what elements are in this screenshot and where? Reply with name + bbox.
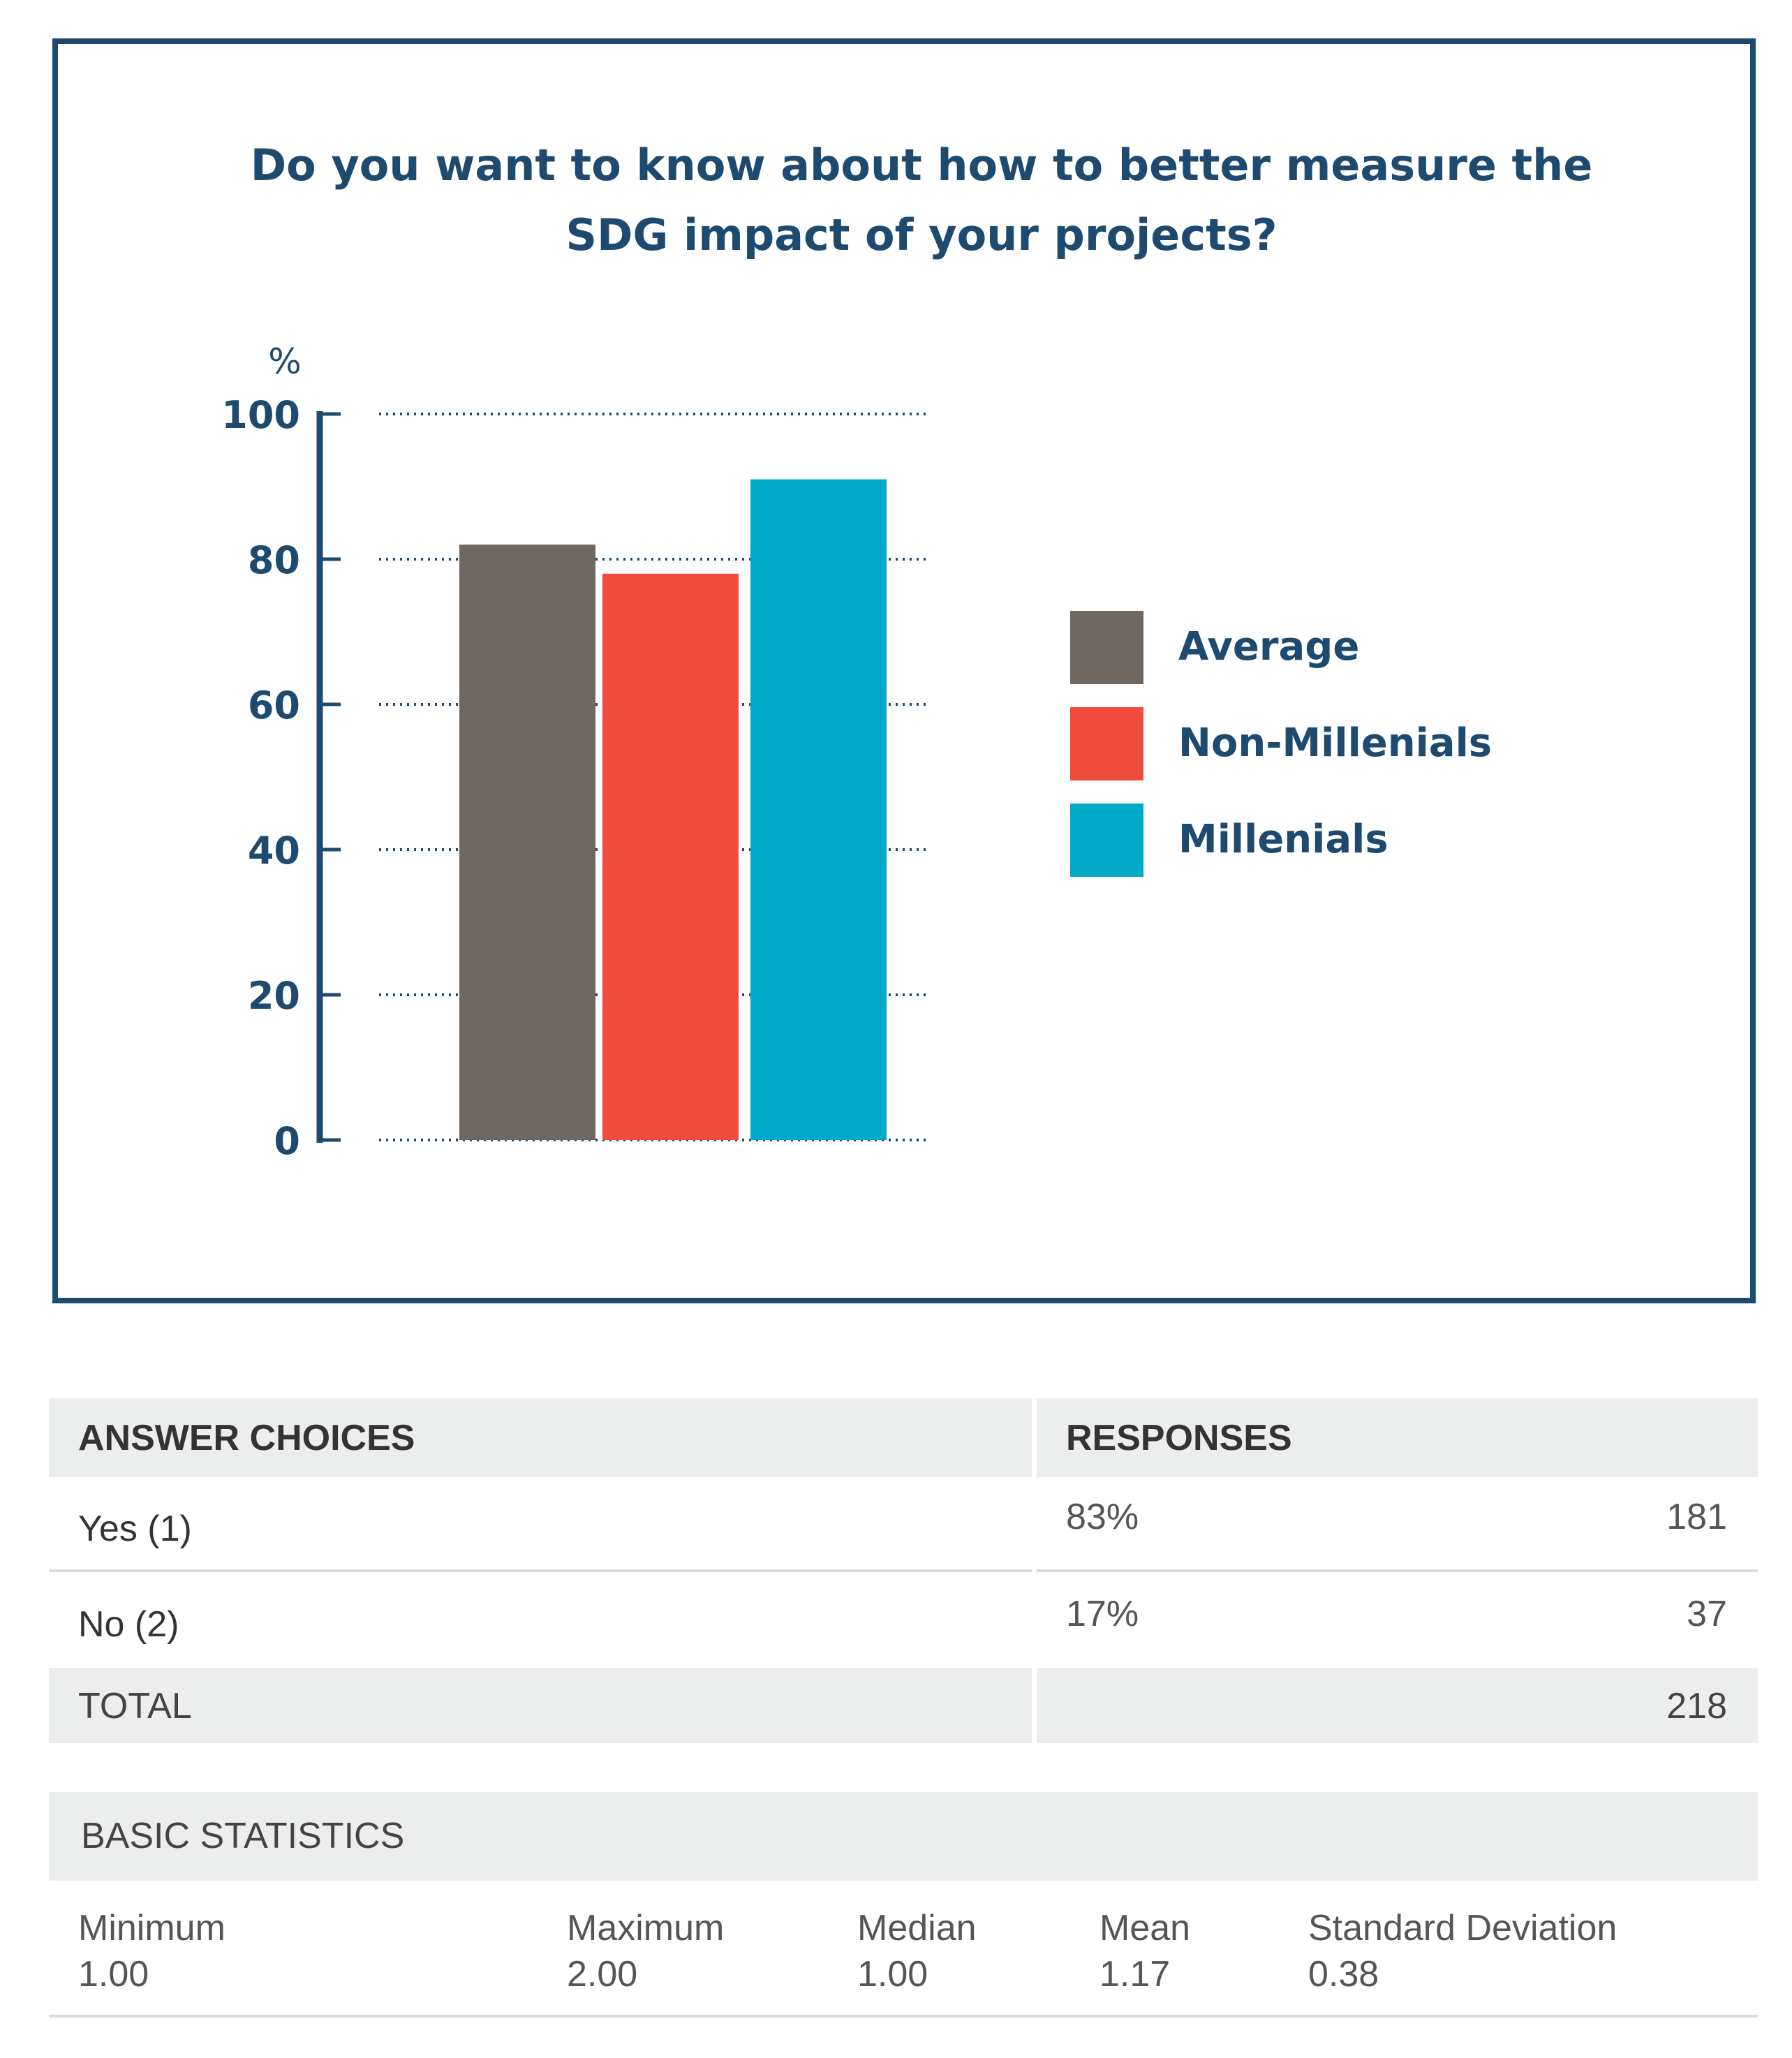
stats-median-value: 1.00	[857, 1954, 928, 1994]
legend-label: Average	[1178, 624, 1359, 669]
stats-std-dev-label: Standard Deviation	[1308, 1908, 1617, 1948]
table-total-label: TOTAL	[78, 1686, 192, 1726]
stats-minimum-label: Minimum	[78, 1908, 225, 1948]
table-row-no-count: 37	[1687, 1594, 1727, 1634]
stats-maximum-value: 2.00	[567, 1954, 638, 1994]
stats-mean-label: Mean	[1099, 1908, 1191, 1948]
table-row-divider	[49, 1569, 1032, 1572]
table-row-no-percent: 17%	[1066, 1594, 1139, 1634]
table-row-yes-percent: 83%	[1066, 1497, 1139, 1537]
legend-label: Millenials	[1178, 817, 1389, 862]
y-tick-label: 0	[274, 1119, 300, 1163]
bar-average	[459, 545, 595, 1140]
chart-title-line-2: SDG impact of your projects?	[565, 209, 1277, 260]
stats-bottom-divider	[49, 2015, 1758, 2018]
bar-millenials	[750, 479, 887, 1140]
y-axis-unit-label: %	[268, 341, 302, 382]
table-row-no-choice: No (2)	[78, 1604, 179, 1645]
y-tick-label: 80	[248, 538, 300, 582]
table-header-responses: RESPONSES	[1066, 1418, 1292, 1458]
y-tick-label: 40	[248, 829, 300, 873]
legend-swatch	[1070, 804, 1143, 877]
table-total-bg	[1037, 1668, 1758, 1743]
table-header-responses-bg	[1037, 1398, 1758, 1477]
table-header-choices-bg	[49, 1398, 1032, 1477]
legend-swatch	[1070, 707, 1143, 780]
table-row-yes-count: 181	[1666, 1497, 1727, 1537]
stats-minimum-value: 1.00	[78, 1954, 149, 1994]
table-row-yes-choice: Yes (1)	[78, 1509, 192, 1549]
table-row-divider	[1037, 1569, 1758, 1572]
y-tick-label: 20	[248, 974, 300, 1018]
y-tick-label: 60	[248, 683, 300, 727]
chart-frame: Do you want to know about how to better …	[52, 38, 1756, 1303]
stats-mean-value: 1.17	[1099, 1954, 1171, 1994]
chart-title-line-1: Do you want to know about how to better …	[251, 140, 1593, 191]
stats-median-label: Median	[857, 1908, 977, 1948]
legend-swatch	[1070, 611, 1143, 684]
table-total-bg	[49, 1668, 1032, 1743]
stats-title: BASIC STATISTICS	[81, 1816, 405, 1856]
table-total-count: 218	[1666, 1686, 1727, 1726]
stats-maximum-label: Maximum	[567, 1908, 725, 1948]
stats-header-bg	[49, 1792, 1758, 1881]
legend-label: Non-Millenials	[1178, 720, 1492, 766]
bar-non-millenials	[602, 573, 739, 1140]
bar-chart: Do you want to know about how to better …	[221, 140, 1593, 1163]
table-header-answer-choices: ANSWER CHOICES	[78, 1418, 415, 1458]
stats-std-dev-value: 0.38	[1308, 1954, 1379, 1994]
y-tick-label: 100	[221, 393, 300, 437]
